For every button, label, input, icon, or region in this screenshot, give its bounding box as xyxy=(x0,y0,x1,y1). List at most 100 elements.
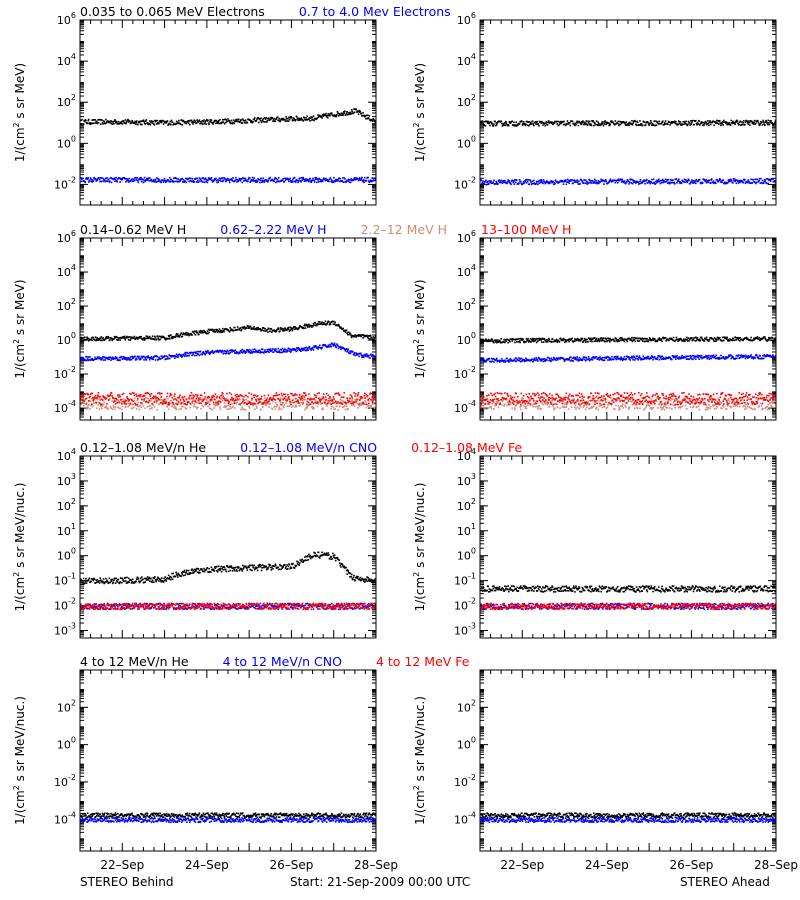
data-point xyxy=(182,119,185,122)
data-point xyxy=(318,399,321,402)
data-point xyxy=(315,396,318,399)
data-point xyxy=(222,327,224,330)
data-point xyxy=(279,399,282,401)
data-point xyxy=(304,399,307,401)
data-point xyxy=(598,122,600,125)
data-point xyxy=(193,119,196,122)
data-point xyxy=(766,122,768,124)
data-point xyxy=(365,114,368,117)
data-point xyxy=(364,353,366,356)
data-point xyxy=(503,122,506,124)
data-point xyxy=(531,180,534,183)
data-point xyxy=(174,406,177,408)
data-point xyxy=(279,407,281,410)
data-point xyxy=(118,177,121,179)
data-point xyxy=(571,120,574,123)
data-point xyxy=(287,397,290,399)
data-point xyxy=(761,124,764,126)
data-point xyxy=(165,122,168,124)
data-point xyxy=(594,178,596,181)
series-black xyxy=(80,108,376,126)
data-point xyxy=(366,336,369,338)
data-point xyxy=(119,359,121,361)
y-tick-base: 10 xyxy=(57,14,71,27)
data-point xyxy=(669,178,672,181)
data-point xyxy=(99,339,102,342)
data-point xyxy=(307,179,310,182)
data-point xyxy=(195,397,198,400)
data-point xyxy=(524,180,527,183)
data-point xyxy=(260,348,263,350)
data-point xyxy=(235,397,237,400)
data-point xyxy=(126,397,129,400)
data-point xyxy=(172,404,174,406)
data-point xyxy=(203,119,205,121)
data-point xyxy=(86,358,89,360)
title-black: 0.14–0.62 MeV H xyxy=(80,222,186,237)
data-point xyxy=(107,358,109,361)
data-point xyxy=(158,335,161,338)
data-point xyxy=(583,122,586,125)
data-point xyxy=(368,181,371,184)
data-point xyxy=(244,401,246,404)
data-point xyxy=(110,337,113,340)
data-point xyxy=(300,118,302,121)
data-point xyxy=(547,121,549,124)
data-point xyxy=(198,177,201,179)
data-point xyxy=(538,180,540,182)
data-point xyxy=(194,330,196,333)
data-point xyxy=(630,182,633,184)
data-point xyxy=(135,393,137,396)
data-point xyxy=(184,351,186,354)
data-point xyxy=(574,122,577,124)
data-point xyxy=(225,119,228,121)
data-point xyxy=(765,119,767,122)
data-point xyxy=(522,122,524,125)
data-point xyxy=(219,406,221,408)
data-point xyxy=(101,177,104,179)
data-point xyxy=(609,178,612,181)
data-point xyxy=(260,397,262,400)
data-point xyxy=(98,356,100,358)
data-point xyxy=(587,120,589,123)
data-point xyxy=(276,180,278,183)
data-point xyxy=(277,347,279,350)
data-point xyxy=(627,180,630,183)
data-point xyxy=(176,122,178,125)
data-point xyxy=(127,400,130,402)
data-point xyxy=(332,181,335,184)
data-point xyxy=(316,392,319,395)
data-point xyxy=(188,394,191,397)
data-point xyxy=(206,181,209,184)
data-point xyxy=(260,181,263,184)
data-point xyxy=(98,408,101,410)
data-point xyxy=(216,349,219,352)
data-point xyxy=(90,359,92,361)
data-point xyxy=(297,346,300,349)
data-point xyxy=(256,350,259,353)
data-point xyxy=(310,181,313,184)
data-point xyxy=(138,178,141,180)
data-point xyxy=(150,178,153,181)
y-tick-base: 10 xyxy=(57,266,71,279)
data-point xyxy=(284,397,287,400)
data-point xyxy=(744,121,747,124)
data-point xyxy=(767,182,770,185)
data-point xyxy=(272,395,275,397)
data-point xyxy=(203,177,205,180)
data-point xyxy=(191,177,194,180)
data-point xyxy=(525,182,528,184)
data-point xyxy=(174,397,177,400)
data-point xyxy=(484,125,487,127)
data-point xyxy=(338,326,341,328)
data-point xyxy=(312,177,314,180)
data-point xyxy=(217,181,220,184)
data-point xyxy=(314,399,317,402)
data-point xyxy=(135,358,138,361)
data-point xyxy=(298,118,301,120)
data-point xyxy=(86,356,88,358)
data-point xyxy=(93,338,96,341)
data-point xyxy=(199,329,202,332)
data-point xyxy=(547,181,549,183)
data-point xyxy=(178,408,181,411)
